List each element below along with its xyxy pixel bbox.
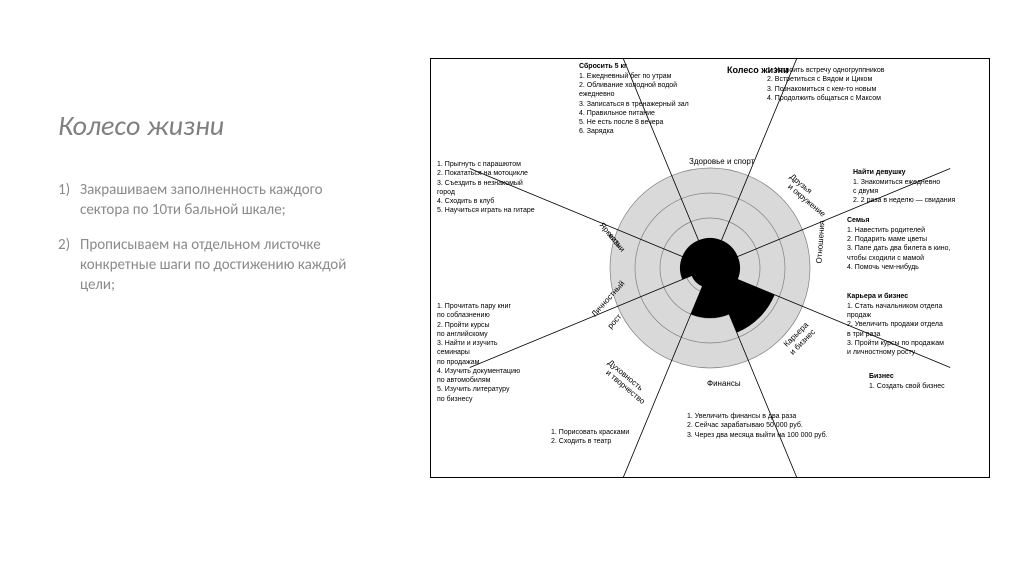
goal-line: 3. Папе дать два билета в кино, — [847, 245, 987, 254]
goal-line: ежедневно — [579, 91, 759, 100]
instruction-text: Прописываем на отдельном листочке конкре… — [80, 235, 358, 296]
goal-line: 1. Создать свой бизнес — [869, 383, 989, 392]
goal-line: 3. Съездить в незнакомый — [437, 180, 587, 189]
goal-line: по автомобилям — [437, 377, 587, 386]
goal-text-block: 1. Порисовать красками2. Сходить в театр — [551, 429, 681, 448]
goal-line: 5. Не есть после 8 вечера — [579, 119, 759, 128]
goal-line: семинары — [437, 349, 587, 358]
goal-line: 2. Подарить маме цветы — [847, 236, 987, 245]
instruction-item: 2) Прописываем на отдельном листочке кон… — [58, 235, 358, 296]
goal-line: 5. Изучить литературу — [437, 386, 587, 395]
goal-line: с двумя — [853, 188, 989, 197]
goal-header: Семья — [847, 217, 987, 226]
goal-text-block: Найти девушку1. Знакомиться ежедневно с … — [853, 169, 989, 207]
goal-header: Бизнес — [869, 373, 989, 382]
goal-text-block: Семья1. Навестить родителей2. Подарить м… — [847, 217, 987, 273]
goal-line: 3. Познакомиться с кем-то новым — [767, 86, 977, 95]
sector-label: Здоровье и спорт — [689, 157, 754, 166]
goal-line: город — [437, 189, 587, 198]
goal-line: 5. Научиться играть на гитаре — [437, 207, 587, 216]
goal-line: 2. Покататься на мотоцикле — [437, 170, 587, 179]
sector-label: Финансы — [707, 379, 741, 388]
goal-line: 1. Прыгнуть с парашютом — [437, 161, 587, 170]
page-title: Колесо жизни — [58, 108, 224, 143]
goal-line: 2. Увеличить продажи отдела — [847, 321, 987, 330]
goal-text-block: Сбросить 5 кг1. Ежедневный бег по утрам2… — [579, 63, 759, 138]
goal-line: 4. Сходить в клуб — [437, 198, 587, 207]
goal-line: чтобы сходили с мамой — [847, 255, 987, 264]
goal-line: 2. Обливание холодной водой — [579, 82, 759, 91]
goal-line: 6. Зарядка — [579, 128, 759, 137]
goal-line: в три раза — [847, 331, 987, 340]
goal-line: 4. Продолжить общаться с Максом — [767, 95, 977, 104]
goal-line: 1. Стать начальником отдела — [847, 303, 987, 312]
instruction-text: Закрашиваем заполненность каждого сектор… — [80, 180, 358, 221]
instruction-number: 2) — [58, 235, 80, 296]
goal-line: 1. Навестить родителей — [847, 227, 987, 236]
goal-header: Карьера и бизнес — [847, 293, 987, 302]
goal-line: 2. Пройти курсы — [437, 322, 587, 331]
goal-text-block: Карьера и бизнес1. Стать начальником отд… — [847, 293, 987, 358]
goal-line: 2. Сходить в театр — [551, 438, 681, 447]
goal-header: Сбросить 5 кг — [579, 63, 759, 72]
goal-line: продаж — [847, 312, 987, 321]
goal-line: 3. Пройти курсы по продажам — [847, 340, 987, 349]
goal-line: 1. Устроить встречу одногруппников — [767, 67, 977, 76]
goal-line: 2. 2 раза в неделю — свидания — [853, 197, 989, 206]
goal-line: 1. Порисовать красками — [551, 429, 681, 438]
goal-line: 4. Помочь чем-нибудь — [847, 264, 987, 273]
goal-line: по продажам — [437, 359, 587, 368]
goal-text-block: 1. Прыгнуть с парашютом2. Покататься на … — [437, 161, 587, 217]
goal-text-block: Бизнес1. Создать свой бизнес — [869, 373, 989, 392]
goal-line: 1. Знакомиться ежедневно — [853, 179, 989, 188]
goal-header: Найти девушку — [853, 169, 989, 178]
goal-text-block: 1. Прочитать пару книг по соблазнению2. … — [437, 303, 587, 405]
instruction-item: 1) Закрашиваем заполненность каждого сек… — [58, 180, 358, 221]
goal-line: 4. Изучить документацию — [437, 368, 587, 377]
goal-text-block: 1. Устроить встречу одногруппников2. Вст… — [767, 67, 977, 104]
goal-line: 1. Ежедневный бег по утрам — [579, 73, 759, 82]
goal-line: по бизнесу — [437, 396, 587, 405]
instruction-list: 1) Закрашиваем заполненность каждого сек… — [58, 180, 358, 309]
wheel-diagram: Колесо жизни Здоровье и спортДрузьяи окр… — [430, 58, 990, 478]
goal-line: и личностному росту — [847, 349, 987, 358]
instruction-number: 1) — [58, 180, 80, 221]
goal-line: 1. Увеличить финансы в два раза — [687, 413, 917, 422]
goal-line: 3. Найти и изучить — [437, 340, 587, 349]
goal-line: по английскому — [437, 331, 587, 340]
goal-text-block: 1. Увеличить финансы в два раза2. Сейчас… — [687, 413, 917, 441]
goal-line: 3. Через два месяца выйти на 100 000 руб… — [687, 432, 917, 441]
goal-line: 3. Записаться в тренажерный зал — [579, 101, 759, 110]
goal-line: 2. Встретиться с Вядом и Циком — [767, 76, 977, 85]
goal-line: 2. Сейчас зарабатываю 50 000 руб. — [687, 422, 917, 431]
goal-line: 1. Прочитать пару книг — [437, 303, 587, 312]
goal-line: по соблазнению — [437, 312, 587, 321]
goal-line: 4. Правильное питание — [579, 110, 759, 119]
